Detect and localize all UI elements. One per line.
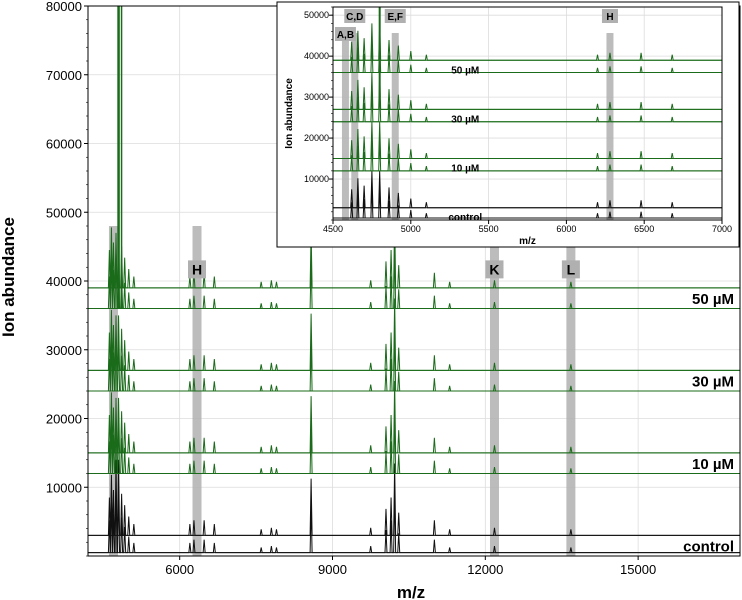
y-tick-label: 70000: [46, 68, 82, 83]
inset-y-axis-label: Ion abundance: [284, 78, 295, 149]
inset-y-tick-label: 30000: [304, 92, 329, 102]
inset-x-tick-label: 5000: [401, 224, 421, 234]
inset-peak-label: C,D: [346, 12, 363, 23]
inset-peak-label-box: [344, 9, 366, 23]
inset-y-tick-label: 50000: [304, 10, 329, 20]
condition-label: control: [683, 538, 734, 555]
inset-peak-label: A,B: [337, 30, 354, 41]
condition-label: 30 µM: [692, 373, 734, 390]
inset-peak-band: [341, 33, 349, 220]
inset-peak-label-box: [334, 27, 356, 41]
inset-peak-label-box: [384, 9, 406, 23]
inset-peak-band: [606, 33, 614, 220]
x-tick-label: 12000: [467, 562, 503, 577]
inset-condition-label: control: [448, 213, 482, 224]
x-tick-label: 15000: [620, 562, 656, 577]
inset-x-tick-label: 4500: [323, 224, 343, 234]
condition-label: 10 µM: [692, 456, 734, 473]
y-tick-label: 30000: [46, 343, 82, 358]
inset-x-tick-label: 7000: [712, 224, 732, 234]
inset-x-axis-label: m/z: [519, 236, 536, 247]
y-tick-label: 40000: [46, 274, 82, 289]
peak-label-box: [561, 260, 580, 279]
inset-peak-band: [391, 33, 399, 220]
inset-peak-band: [351, 33, 359, 220]
inset-chart: 4500 5000 5500 6000 6500 7000 10000 20000 30000 4…: [276, 1, 740, 248]
y-tick-label: 50000: [46, 205, 82, 220]
inset-condition-label: 10 µM: [451, 164, 479, 175]
inset-x-tick-label: 6500: [634, 224, 654, 234]
main-traces: [88, 6, 740, 554]
inset-grid: [332, 7, 723, 220]
inset-peak-label: H: [606, 12, 613, 23]
y-tick-label: 60000: [46, 137, 82, 152]
inset-peak-label: E,F: [387, 12, 403, 23]
inset-y-tick-label: 20000: [304, 133, 329, 143]
peak-label: L: [567, 261, 576, 277]
inset-condition-label: 50 µM: [451, 65, 479, 76]
peak-label: H: [192, 261, 202, 277]
inset-peak-label-box: [601, 9, 618, 23]
inset-x-tick-label: 6000: [556, 224, 576, 234]
inset-y-tick-label: 40000: [304, 51, 329, 61]
x-tick-label: 6000: [165, 562, 194, 577]
x-tick-label: 9000: [318, 562, 347, 577]
inset-labels: control 10 µM 30 µM 50 µM A,B C,D E,F H: [334, 9, 618, 224]
inset-axes: 4500 5000 5500 6000 6500 7000 10000 20000 30000 4…: [304, 6, 732, 234]
inset-bands: [341, 33, 614, 220]
condition-label: 50 µM: [692, 291, 734, 308]
y-tick-label: 10000: [46, 480, 82, 495]
y-tick-label: 80000: [46, 0, 82, 14]
peak-label-box: [188, 260, 207, 279]
main-axes: 6000 9000 12000 15000 10000 20000 30000 40000 50…: [46, 0, 741, 577]
inset-plot-area: [333, 7, 722, 220]
y-tick-label: 20000: [46, 412, 82, 427]
x-axis-label: m/z: [397, 583, 425, 600]
inset-x-tick-label: 5500: [479, 224, 499, 234]
y-axis-label: Ion abundance: [0, 217, 18, 337]
inset-y-tick-label: 10000: [304, 174, 329, 184]
inset-condition-label: 30 µM: [451, 114, 479, 125]
main-labels: control 10 µM 30 µM 50 µM H K L: [188, 260, 734, 555]
peak-label-box: [485, 260, 504, 279]
peak-label: K: [489, 261, 499, 277]
inset-traces: [333, 7, 722, 219]
